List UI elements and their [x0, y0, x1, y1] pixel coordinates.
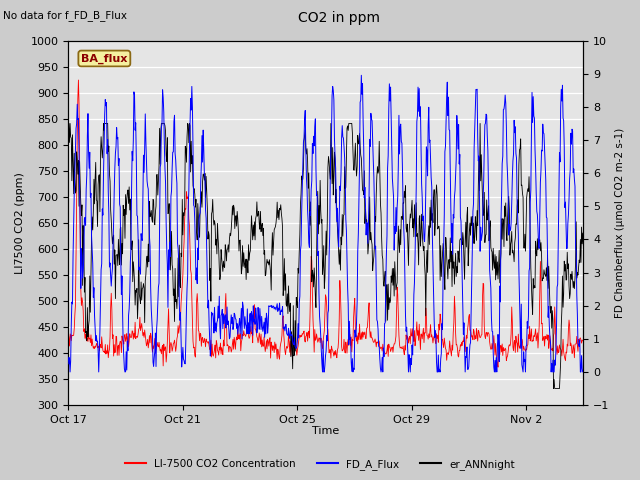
X-axis label: Time: Time	[312, 426, 339, 436]
Legend: LI-7500 CO2 Concentration, FD_A_Flux, er_ANNnight: LI-7500 CO2 Concentration, FD_A_Flux, er…	[121, 455, 519, 474]
Text: CO2 in ppm: CO2 in ppm	[298, 11, 380, 24]
Y-axis label: FD Chamberflux (μmol CO2 m-2 s-1): FD Chamberflux (μmol CO2 m-2 s-1)	[615, 128, 625, 318]
Y-axis label: LI7500 CO2 (ppm): LI7500 CO2 (ppm)	[15, 172, 25, 274]
Text: BA_flux: BA_flux	[81, 53, 127, 64]
Text: No data for f_FD_B_Flux: No data for f_FD_B_Flux	[3, 11, 127, 22]
